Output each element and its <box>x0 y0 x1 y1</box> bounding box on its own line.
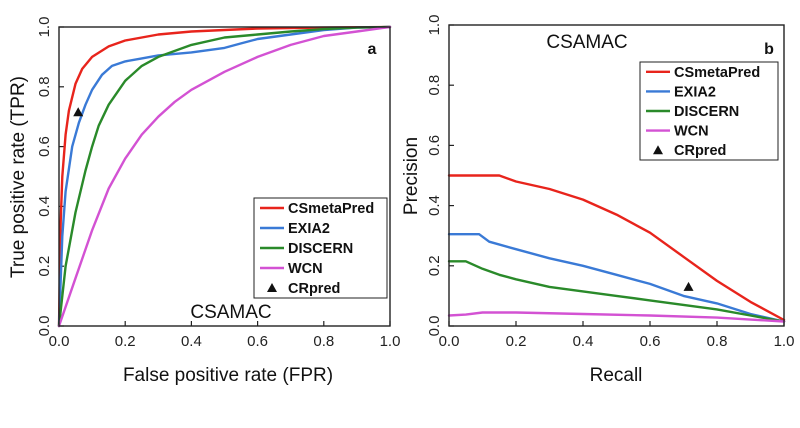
panel-a-roc: 0.0 0.2 0.4 0.6 0.8 1.0 0.0 0.2 0.4 0.6 0.8 1.0 Fal… <box>8 17 400 386</box>
panel-b-x-tick-label: 1.0 <box>774 333 795 350</box>
panel-a-legend-marker <box>267 283 277 292</box>
panel-a-frame <box>58 26 391 327</box>
panel-b-y-axis-label: Precision <box>401 137 422 215</box>
panel-a-x-tick-label: 0.4 <box>181 333 202 350</box>
panel-a-series <box>57 25 392 328</box>
panel-a-series-wcn <box>57 25 392 328</box>
panel-a-legend-label: DISCERN <box>288 241 353 257</box>
panel-b-point-crpred <box>683 281 694 291</box>
panel-b-legend-label: CRpred <box>674 143 726 159</box>
panel-b-x-tick-label: 0.8 <box>707 333 728 350</box>
panel-a-y-tick-label: 0.4 <box>36 196 53 217</box>
panel-b-legend: CSmetaPred EXIA2 DISCERN WCN CRpred <box>639 61 779 161</box>
panel-b-pr: 0.0 0.2 0.4 0.6 0.8 1.0 0.0 0.2 0.4 0.6 0.8 1.0 Rec… <box>401 15 794 386</box>
panel-b-x-tick-label: 0.6 <box>640 333 661 350</box>
panel-a-y-tick-label: 0.6 <box>36 136 53 157</box>
panel-b-x-tick-label: 0.2 <box>506 333 527 350</box>
panel-b-frame <box>448 24 785 327</box>
panel-a-ticks: 0.0 0.2 0.4 0.6 0.8 1.0 0.0 0.2 0.4 0.6 0.8 1.0 <box>36 17 400 350</box>
panel-b-y-tick-label: 0.0 <box>426 316 443 337</box>
panel-b-legend-label: CSmetaPred <box>674 65 760 81</box>
panel-a-y-tick-label: 0.2 <box>36 256 53 277</box>
panel-a-letter: a <box>368 41 377 58</box>
panel-a-legend-label: WCN <box>288 261 323 277</box>
panel-b-series <box>447 174 786 323</box>
panel-b-series-exia2 <box>447 232 786 323</box>
panel-b-series-discern <box>447 260 786 323</box>
panel-b-dataset-label: CSAMAC <box>546 32 627 53</box>
panel-a-x-axis-label: False positive rate (FPR) <box>123 365 333 386</box>
panel-a-legend-label: EXIA2 <box>288 221 330 237</box>
panel-a-series-csmetapred <box>57 25 392 328</box>
panel-a-x-tick-label: 0.0 <box>49 333 70 350</box>
panel-b-x-tick-label: 0.0 <box>439 333 460 350</box>
panel-b-legend-label: WCN <box>674 124 709 140</box>
panel-a-dataset-label: CSAMAC <box>190 302 271 323</box>
panel-b-y-tick-label: 1.0 <box>426 15 443 36</box>
panel-a-y-tick-label: 0.8 <box>36 76 53 97</box>
panel-a-y-axis-label: True positive rate (TPR) <box>8 76 29 278</box>
panel-b-series-wcn <box>447 311 786 323</box>
panel-b-letter: b <box>764 41 774 58</box>
panel-a-x-tick-label: 0.2 <box>115 333 136 350</box>
panel-b-legend-label: DISCERN <box>674 104 739 120</box>
panel-a-legend: CSmetaPred EXIA2 DISCERN WCN CRpred <box>253 197 388 299</box>
panel-b-ticks: 0.0 0.2 0.4 0.6 0.8 1.0 0.0 0.2 0.4 0.6 0.8 1.0 <box>426 15 794 350</box>
panel-b-y-tick-label: 0.8 <box>426 75 443 96</box>
panel-b-y-tick-label: 0.2 <box>426 255 443 276</box>
panel-a-x-tick-label: 0.8 <box>313 333 334 350</box>
panel-b-y-tick-label: 0.6 <box>426 135 443 156</box>
panel-b-x-axis-label: Recall <box>590 365 643 386</box>
panel-b-y-tick-label: 0.4 <box>426 195 443 216</box>
panel-a-y-tick-label: 1.0 <box>36 17 53 38</box>
panel-a-x-tick-label: 0.6 <box>247 333 268 350</box>
panel-a-series-discern <box>57 25 392 328</box>
panel-a-x-tick-label: 1.0 <box>380 333 401 350</box>
panel-a-point-crpred <box>73 107 84 117</box>
panel-a-legend-label: CRpred <box>288 281 340 297</box>
panel-b-x-tick-label: 0.4 <box>573 333 594 350</box>
panel-a-legend-label: CSmetaPred <box>288 201 374 217</box>
panel-b-legend-marker <box>653 145 663 155</box>
panel-a-y-tick-label: 0.0 <box>36 316 53 337</box>
panel-b-series-csmetapred <box>447 174 786 322</box>
panel-b-legend-label: EXIA2 <box>674 84 716 100</box>
panel-a-series-exia2 <box>57 25 392 328</box>
